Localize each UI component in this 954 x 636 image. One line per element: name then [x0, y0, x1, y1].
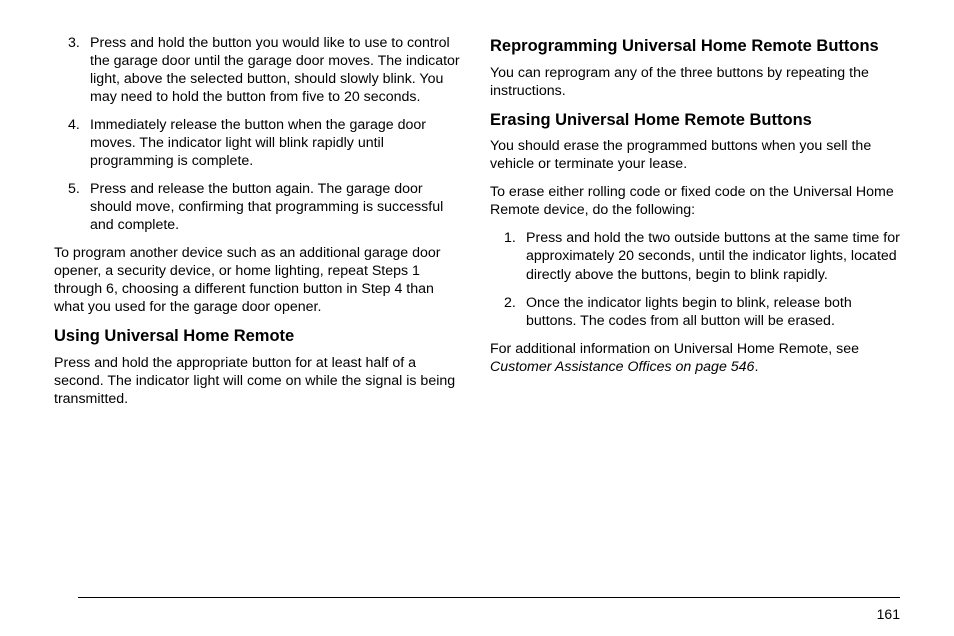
list-number: 2.: [504, 294, 516, 312]
footer-divider: [78, 597, 900, 598]
list-text: Press and hold the two outside buttons a…: [526, 230, 900, 282]
reprogramming-paragraph: You can reprogram any of the three butto…: [490, 64, 900, 100]
more-info-text: For additional information on Universal …: [490, 341, 859, 357]
list-number: 4.: [68, 116, 80, 134]
list-text: Once the indicator lights begin to blink…: [526, 295, 852, 329]
list-number: 1.: [504, 229, 516, 247]
list-text: Press and release the button again. The …: [90, 181, 443, 233]
page-body: 3. Press and hold the button you would l…: [0, 0, 954, 418]
list-item: 2. Once the indicator lights begin to bl…: [526, 294, 900, 330]
heading-erasing: Erasing Universal Home Remote Buttons: [490, 110, 900, 131]
left-column: 3. Press and hold the button you would l…: [54, 34, 464, 418]
page-number: 161: [877, 606, 900, 622]
list-item: 5. Press and release the button again. T…: [90, 180, 464, 234]
heading-using-universal-home-remote: Using Universal Home Remote: [54, 326, 464, 347]
more-info-paragraph: For additional information on Universal …: [490, 340, 900, 376]
erasing-paragraph-2: To erase either rolling code or fixed co…: [490, 183, 900, 219]
list-number: 5.: [68, 180, 80, 198]
erasing-paragraph-1: You should erase the programmed buttons …: [490, 137, 900, 173]
list-item: 3. Press and hold the button you would l…: [90, 34, 464, 106]
more-info-period: .: [754, 359, 758, 375]
programming-steps-continued: 3. Press and hold the button you would l…: [54, 34, 464, 234]
list-text: Immediately release the button when the …: [90, 117, 426, 169]
list-number: 3.: [68, 34, 80, 52]
list-text: Press and hold the button you would like…: [90, 35, 460, 105]
list-item: 1. Press and hold the two outside button…: [526, 229, 900, 283]
cross-reference: Customer Assistance Offices on page 546: [490, 359, 754, 375]
program-another-device-paragraph: To program another device such as an add…: [54, 244, 464, 316]
erasing-steps: 1. Press and hold the two outside button…: [490, 229, 900, 329]
heading-reprogramming: Reprogramming Universal Home Remote Butt…: [490, 36, 900, 57]
using-paragraph: Press and hold the appropriate button fo…: [54, 354, 464, 408]
right-column: Reprogramming Universal Home Remote Butt…: [490, 34, 900, 418]
list-item: 4. Immediately release the button when t…: [90, 116, 464, 170]
